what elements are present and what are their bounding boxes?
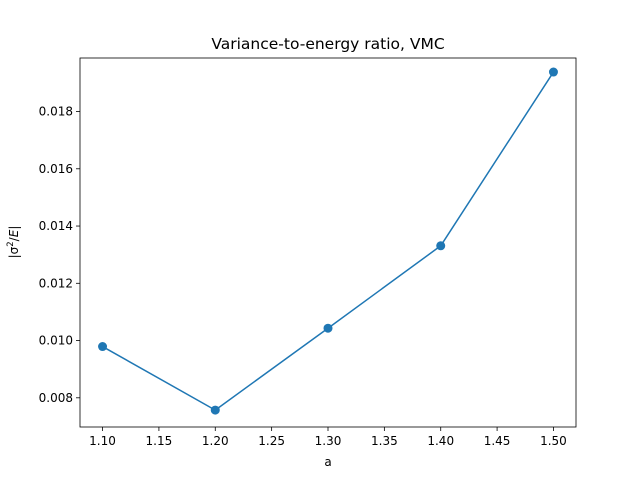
- x-tick-label: 1.20: [202, 434, 229, 448]
- data-point: [548, 67, 558, 77]
- data-point: [210, 405, 220, 415]
- x-axis-label: a: [324, 455, 331, 469]
- x-tick-label: 1.50: [540, 434, 567, 448]
- x-tick-label: 1.40: [427, 434, 454, 448]
- y-tick-label: 0.012: [39, 276, 73, 290]
- x-axis-ticks: 1.10 1.15 1.20 1.25 1.30 1.35 1.40 1.45 1.50: [89, 427, 567, 448]
- y-tick-label: 0.016: [39, 162, 73, 176]
- y-tick-label: 0.010: [39, 334, 73, 348]
- x-tick-label: 1.10: [89, 434, 116, 448]
- data-point: [436, 241, 446, 251]
- plot-area-frame: [79, 57, 577, 428]
- y-tick-label: 0.014: [39, 219, 73, 233]
- data-point: [323, 323, 333, 333]
- x-tick-label: 1.30: [315, 434, 342, 448]
- data-point: [98, 342, 108, 352]
- y-tick-label: 0.008: [39, 391, 73, 405]
- y-tick-label: 0.018: [39, 105, 73, 119]
- x-tick-label: 1.45: [484, 434, 511, 448]
- x-tick-label: 1.15: [146, 434, 173, 448]
- x-tick-label: 1.35: [371, 434, 398, 448]
- y-axis-ticks: 0.008 0.010 0.012 0.014 0.016 0.018: [39, 105, 80, 405]
- chart-title: Variance-to-energy ratio, VMC: [211, 35, 444, 53]
- y-axis-label: |σ2/E|: [6, 226, 21, 259]
- series-line: [102, 71, 555, 411]
- x-tick-label: 1.25: [258, 434, 285, 448]
- series-lines: [102, 71, 555, 411]
- series-points: [98, 67, 558, 415]
